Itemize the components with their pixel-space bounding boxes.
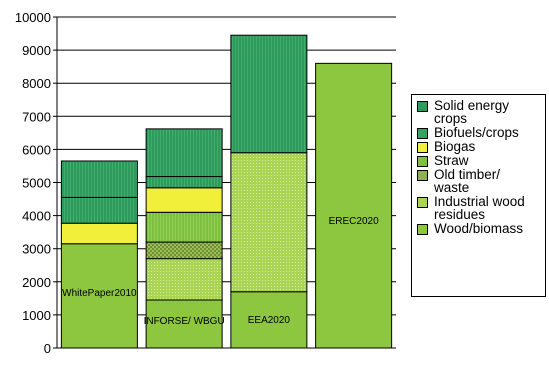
legend-swatch <box>417 197 428 208</box>
bar-segment-solid-energy-crops <box>145 128 223 178</box>
legend-swatch <box>417 224 428 235</box>
bar-segment-industrial-wood-residues <box>145 258 223 301</box>
legend-label: Solid energy crops <box>434 98 510 126</box>
y-tick-label: 4000 <box>22 209 51 224</box>
bar-label: INFORSE/ WBGU <box>144 316 225 327</box>
y-tick-label: 8000 <box>22 76 51 91</box>
bar-segment-biogas <box>145 187 223 213</box>
legend-item: Wood/biomass <box>417 222 542 235</box>
bar-label: EEA2020 <box>248 315 291 326</box>
bar-segment-biofuels-crops <box>60 196 138 224</box>
bar-segment-straw <box>145 211 223 243</box>
y-tick-label: 9000 <box>22 43 51 58</box>
bar-segment-solid-energy-crops <box>60 160 138 198</box>
legend-label: Biofuels/crops <box>434 125 519 140</box>
y-tick-label: 0 <box>44 341 51 356</box>
legend-item: Industrial wood residues <box>417 195 542 221</box>
legend-swatch <box>417 170 428 181</box>
bar-segment-wood-biomass <box>315 62 393 349</box>
y-tick-label: 3000 <box>22 242 51 257</box>
bar-segment-wood-biomass <box>230 291 308 349</box>
legend-item: Old timber/ waste <box>417 168 542 194</box>
bar-label: EREC2020 <box>329 216 379 227</box>
legend-swatch <box>417 128 428 139</box>
legend-label: Biogas <box>434 139 476 154</box>
y-tick-label: 1000 <box>22 308 51 323</box>
legend-swatch <box>417 156 428 167</box>
bar-label: WhitePaper2010 <box>62 288 137 299</box>
y-tick-label: 10000 <box>15 10 51 25</box>
bar-segment-industrial-wood-residues <box>230 152 308 293</box>
y-tick-label: 7000 <box>22 109 51 124</box>
legend-item: Solid energy crops <box>417 99 542 125</box>
y-tick-label: 2000 <box>22 275 51 290</box>
legend-item: Biogas <box>417 140 542 153</box>
bar-segment-old-timber-waste <box>145 241 223 260</box>
y-tick-label: 6000 <box>22 142 51 157</box>
legend-swatch <box>417 142 428 153</box>
legend-label: Old timber/ waste <box>434 167 501 195</box>
legend-item: Straw <box>417 154 542 167</box>
legend-item: Biofuels/crops <box>417 126 542 139</box>
legend-label: Straw <box>434 153 469 168</box>
legend: Solid energy crops Biofuels/crops Biogas St… <box>411 94 546 297</box>
legend-swatch <box>417 101 428 112</box>
bar-segment-biogas <box>60 222 138 245</box>
bar-segment-solid-energy-crops <box>230 34 308 154</box>
legend-label: Wood/biomass <box>434 221 524 236</box>
legend-label: Industrial wood residues <box>434 194 525 222</box>
y-tick-label: 5000 <box>22 176 51 191</box>
bar-segment-biofuels-crops <box>145 176 223 189</box>
